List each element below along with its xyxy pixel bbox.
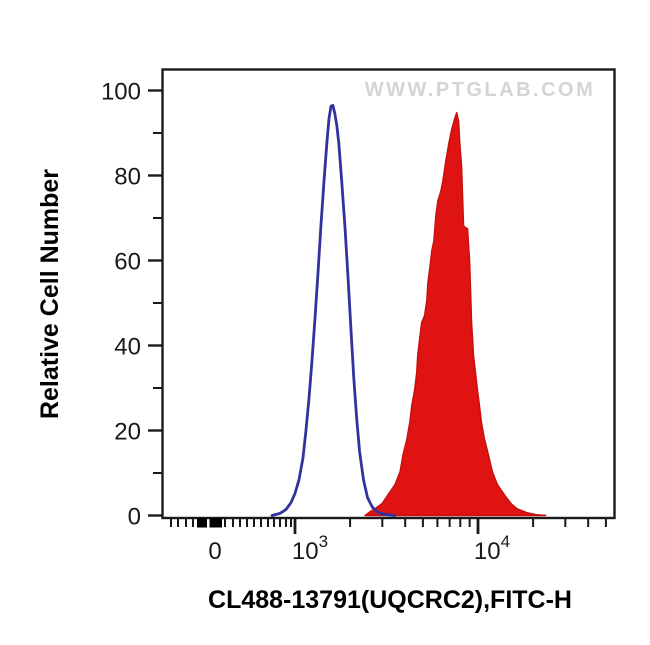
y-axis-title: Relative Cell Number — [36, 169, 64, 419]
watermark-text: WWW.PTGLAB.COM — [365, 79, 596, 101]
blue-outline-histogram — [270, 104, 397, 517]
y-tick-label: 20 — [114, 419, 141, 446]
y-tick-label: 60 — [114, 249, 141, 276]
axis-ticks — [148, 89, 607, 534]
red-filled-histogram — [364, 111, 547, 517]
y-tick-label: 100 — [101, 79, 141, 106]
plot-frame — [161, 68, 616, 520]
x-tick-label-1e3: 103 — [292, 532, 328, 565]
y-axis-tick-labels: 0 20 40 60 80 100 — [101, 79, 141, 531]
x-axis-title: CL488-13791(UQCRC2),FITC-H — [208, 586, 572, 614]
y-tick-label: 40 — [114, 334, 141, 361]
x-tick-label-1e4: 104 — [474, 532, 510, 565]
histogram-curves — [270, 104, 547, 517]
y-tick-label: 80 — [114, 164, 141, 191]
zero-event-spike — [197, 518, 207, 528]
zero-event-spike — [209, 518, 222, 528]
y-tick-label: 0 — [128, 504, 141, 531]
x-tick-label-zero: 0 — [208, 538, 221, 565]
